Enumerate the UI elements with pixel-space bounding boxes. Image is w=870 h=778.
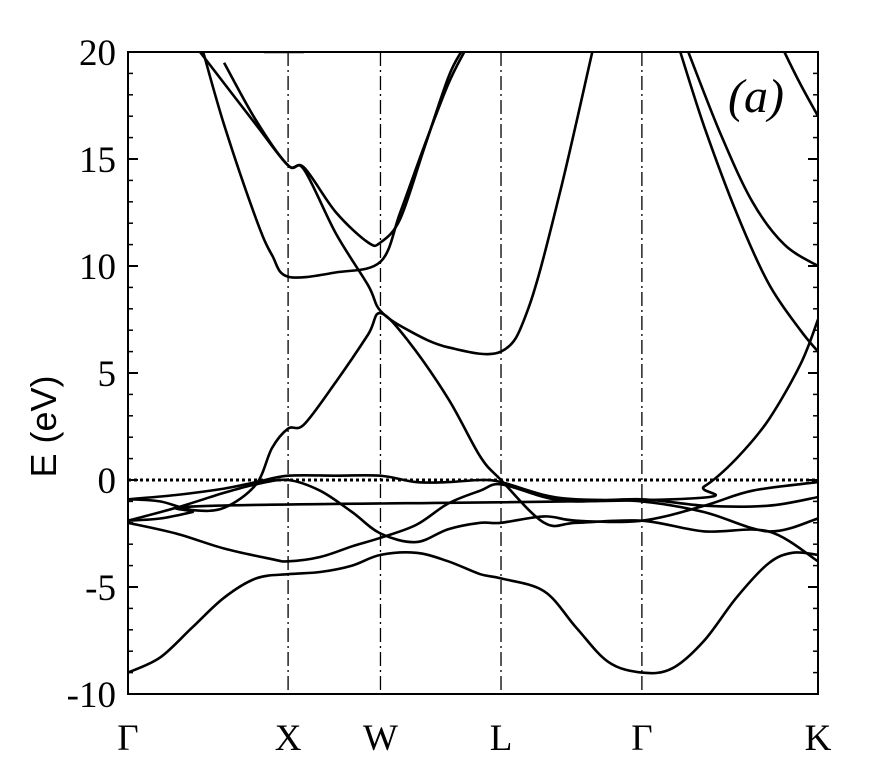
band-line xyxy=(201,52,466,279)
band-line xyxy=(222,52,463,248)
x-tick-label: Γ xyxy=(631,718,652,759)
x-tick-label: X xyxy=(275,718,302,759)
x-tick-label: K xyxy=(805,718,832,759)
y-tick-label: 15 xyxy=(79,140,116,181)
band-line xyxy=(128,551,818,675)
panel-label: (a) xyxy=(728,70,784,123)
band-line xyxy=(783,52,818,117)
y-tick-label: -10 xyxy=(67,675,116,716)
band-lines xyxy=(128,52,818,675)
y-axis-label: E (eV) xyxy=(23,375,64,477)
band-line xyxy=(679,52,818,353)
y-tick-label: 20 xyxy=(79,33,116,74)
y-tick-label: 5 xyxy=(98,354,117,395)
y-axis-ticks: -10 -5 0 5 10 15 20 xyxy=(67,33,818,716)
y-tick-label: 0 xyxy=(98,461,117,502)
band-line xyxy=(128,319,818,522)
x-tick-label: Γ xyxy=(117,718,138,759)
y-tick-label: -5 xyxy=(85,568,116,609)
y-tick-label: 10 xyxy=(79,247,116,288)
band-line xyxy=(198,52,594,356)
band-line xyxy=(128,473,818,533)
x-tick-label: W xyxy=(363,718,398,759)
high-symmetry-lines xyxy=(287,52,643,694)
x-tick-label: L xyxy=(490,718,513,759)
band-line xyxy=(687,52,818,268)
